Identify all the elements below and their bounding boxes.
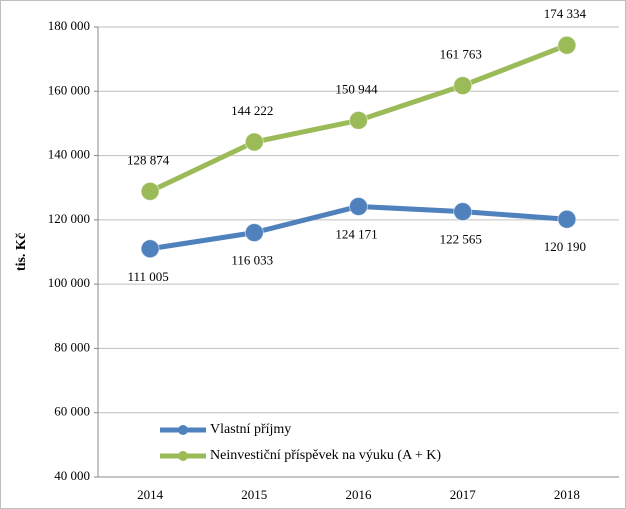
data-label: 122 565 bbox=[440, 232, 482, 247]
x-tick-label: 2014 bbox=[137, 487, 164, 502]
x-tick-label: 2015 bbox=[241, 487, 267, 502]
y-tick-label: 140 000 bbox=[48, 147, 90, 162]
y-tick-label: 180 000 bbox=[48, 18, 90, 33]
point bbox=[557, 35, 577, 55]
data-label: 150 944 bbox=[335, 81, 378, 96]
data-label: 174 334 bbox=[544, 6, 587, 21]
point bbox=[349, 196, 368, 216]
y-axis-label: tis. Kč bbox=[14, 233, 29, 271]
y-tick-label: 100 000 bbox=[48, 275, 90, 290]
point bbox=[557, 209, 577, 229]
point bbox=[244, 132, 264, 152]
data-label: 128 874 bbox=[127, 152, 170, 167]
x-tick-label: 2016 bbox=[346, 487, 373, 502]
point bbox=[140, 181, 160, 201]
y-tick-label: 160 000 bbox=[48, 82, 90, 97]
point bbox=[349, 110, 368, 130]
legend-marker bbox=[178, 425, 188, 435]
x-tick-label: 2018 bbox=[554, 487, 580, 502]
data-label: 120 190 bbox=[544, 239, 586, 254]
y-tick-label: 40 000 bbox=[54, 468, 90, 483]
point bbox=[140, 239, 160, 259]
data-label: 144 222 bbox=[231, 103, 273, 118]
data-label: 124 171 bbox=[335, 226, 377, 241]
data-label: 116 033 bbox=[231, 253, 273, 268]
point bbox=[244, 223, 264, 243]
y-tick-label: 80 000 bbox=[54, 339, 90, 354]
data-label: 161 763 bbox=[440, 47, 482, 62]
point bbox=[453, 202, 473, 222]
legend-label: Neinvestiční příspěvek na výuku (A + K) bbox=[210, 448, 441, 463]
x-tick-label: 2017 bbox=[450, 487, 477, 502]
legend-marker bbox=[178, 451, 188, 461]
y-tick-label: 120 000 bbox=[48, 211, 90, 226]
y-tick-label: 60 000 bbox=[54, 404, 90, 419]
legend-label: Vlastní příjmy bbox=[210, 422, 291, 437]
data-label: 111 005 bbox=[127, 269, 168, 284]
point bbox=[453, 76, 473, 96]
